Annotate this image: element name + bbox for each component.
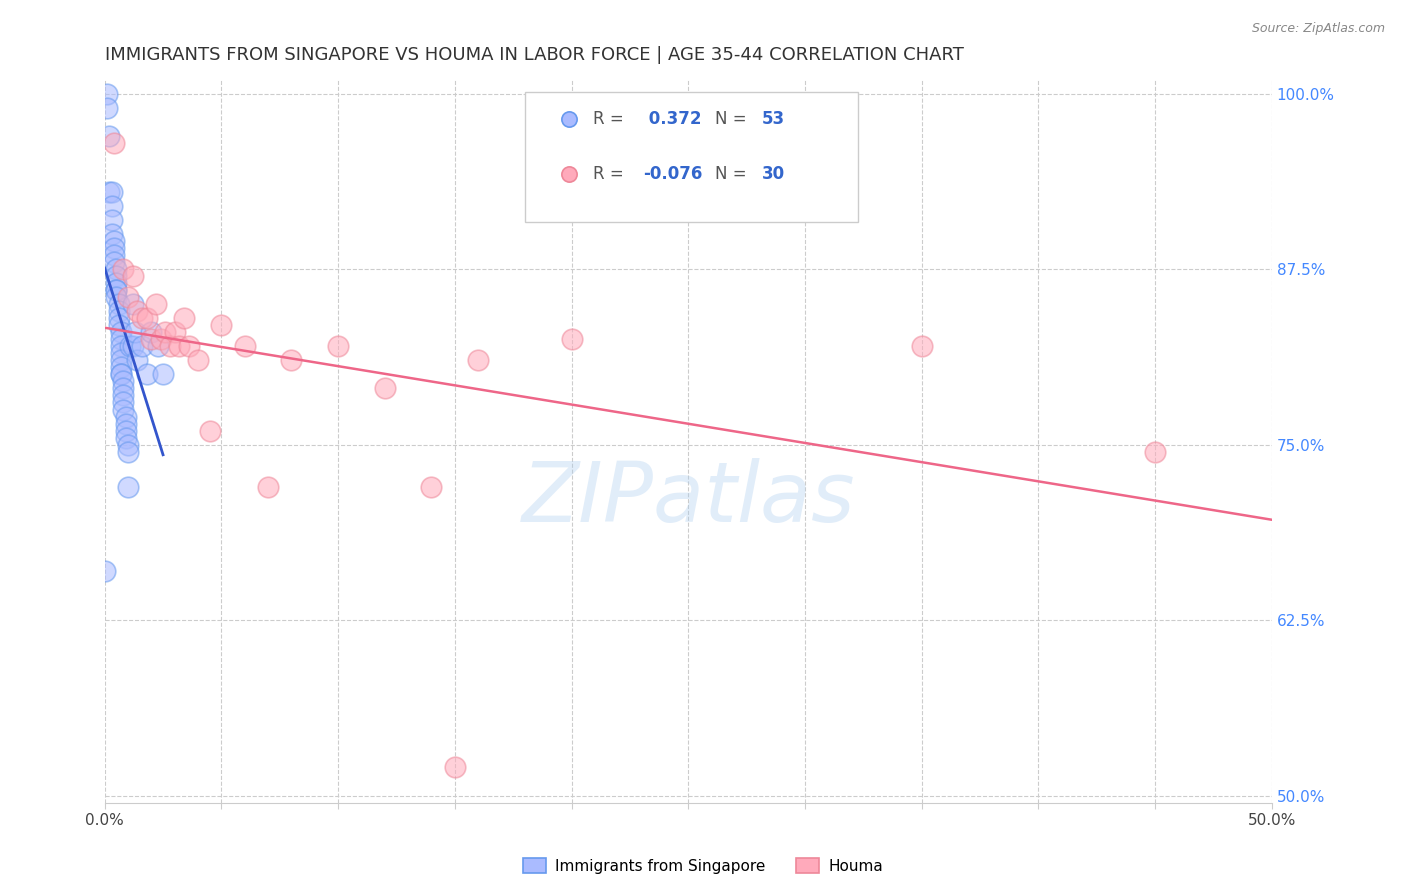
Point bbox=[110, 353, 132, 368]
Point bbox=[124, 326, 146, 340]
Point bbox=[131, 339, 153, 353]
Point bbox=[110, 368, 132, 382]
Point bbox=[148, 339, 170, 353]
Point bbox=[155, 326, 177, 340]
Point bbox=[114, 409, 136, 424]
Point bbox=[100, 199, 122, 213]
Point bbox=[145, 297, 167, 311]
Point bbox=[198, 424, 221, 438]
Point bbox=[105, 262, 128, 277]
Point bbox=[117, 437, 139, 451]
Legend: Immigrants from Singapore, Houma: Immigrants from Singapore, Houma bbox=[517, 852, 889, 880]
Point bbox=[110, 332, 132, 346]
Point bbox=[105, 290, 128, 304]
Point bbox=[117, 444, 139, 458]
Point bbox=[135, 311, 157, 326]
FancyBboxPatch shape bbox=[524, 92, 858, 222]
Point bbox=[100, 227, 122, 241]
Point bbox=[100, 213, 122, 227]
Point bbox=[420, 480, 443, 494]
Text: 30: 30 bbox=[762, 165, 785, 183]
Point bbox=[121, 339, 143, 353]
Point bbox=[112, 262, 135, 277]
Point bbox=[110, 339, 132, 353]
Point bbox=[107, 311, 129, 326]
Point bbox=[110, 326, 132, 340]
Point bbox=[149, 332, 172, 346]
Point bbox=[117, 290, 139, 304]
Point bbox=[100, 185, 122, 199]
Point bbox=[103, 234, 125, 248]
Point bbox=[105, 276, 128, 290]
Point bbox=[257, 480, 280, 494]
Point bbox=[114, 424, 136, 438]
Point bbox=[107, 304, 129, 318]
Point bbox=[163, 326, 186, 340]
Point bbox=[127, 304, 149, 318]
Point bbox=[135, 368, 157, 382]
Point bbox=[107, 318, 129, 333]
Text: R =: R = bbox=[592, 165, 628, 183]
Point bbox=[127, 353, 149, 368]
Point bbox=[112, 388, 135, 402]
Point bbox=[110, 346, 132, 360]
Point bbox=[107, 297, 129, 311]
Point bbox=[141, 332, 163, 346]
Point bbox=[177, 339, 200, 353]
Point bbox=[103, 136, 125, 150]
Point bbox=[105, 283, 128, 297]
Point bbox=[120, 339, 142, 353]
Point bbox=[173, 311, 195, 326]
Text: N =: N = bbox=[716, 111, 752, 128]
Text: 53: 53 bbox=[762, 111, 785, 128]
Point bbox=[467, 353, 489, 368]
Point bbox=[98, 128, 121, 143]
Text: ZIPatlas: ZIPatlas bbox=[522, 458, 855, 540]
Point bbox=[187, 353, 209, 368]
Point bbox=[561, 332, 583, 346]
Text: R =: R = bbox=[592, 111, 628, 128]
Point bbox=[103, 241, 125, 255]
Point bbox=[280, 353, 302, 368]
Point bbox=[209, 318, 232, 333]
Point bbox=[233, 339, 256, 353]
Point bbox=[103, 248, 125, 262]
Point bbox=[93, 564, 115, 578]
Point bbox=[444, 760, 467, 774]
Point bbox=[112, 381, 135, 395]
Point bbox=[112, 375, 135, 389]
Point bbox=[169, 339, 191, 353]
Text: Source: ZipAtlas.com: Source: ZipAtlas.com bbox=[1251, 22, 1385, 36]
Text: IMMIGRANTS FROM SINGAPORE VS HOUMA IN LABOR FORCE | AGE 35-44 CORRELATION CHART: IMMIGRANTS FROM SINGAPORE VS HOUMA IN LA… bbox=[104, 46, 963, 64]
Point bbox=[114, 417, 136, 431]
Text: 0.372: 0.372 bbox=[643, 111, 702, 128]
Point bbox=[105, 269, 128, 284]
Point bbox=[911, 339, 934, 353]
Point bbox=[96, 101, 118, 115]
Point bbox=[152, 368, 174, 382]
Point bbox=[98, 185, 121, 199]
Point bbox=[96, 87, 118, 101]
Point bbox=[114, 431, 136, 445]
Point bbox=[112, 395, 135, 409]
Point bbox=[374, 381, 396, 395]
Point bbox=[112, 402, 135, 417]
Point bbox=[117, 480, 139, 494]
Text: N =: N = bbox=[716, 165, 752, 183]
Point bbox=[121, 269, 143, 284]
Point bbox=[159, 339, 181, 353]
Point bbox=[326, 339, 349, 353]
Point bbox=[110, 368, 132, 382]
Text: -0.076: -0.076 bbox=[643, 165, 702, 183]
Point bbox=[1144, 444, 1167, 458]
Point bbox=[105, 283, 128, 297]
Point bbox=[103, 255, 125, 269]
Point bbox=[131, 311, 153, 326]
Point bbox=[121, 297, 143, 311]
Point bbox=[141, 326, 163, 340]
Point bbox=[110, 360, 132, 375]
